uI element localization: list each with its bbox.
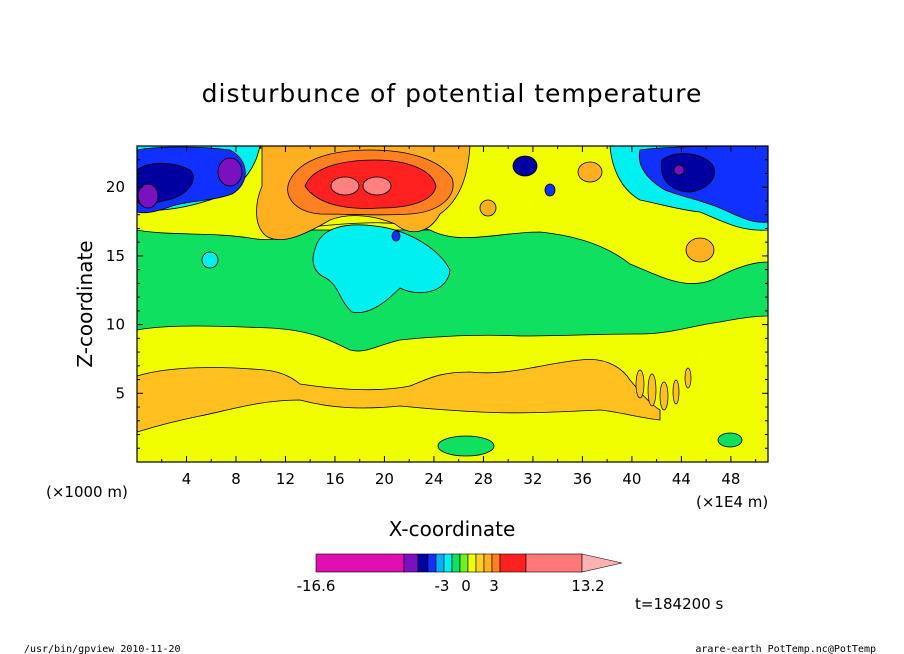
- y-tick-label: 20: [106, 178, 125, 196]
- colorbar-tick-label: 0: [461, 577, 471, 595]
- chart-title: disturbunce of potential temperature: [202, 79, 703, 108]
- x-axis: 4 8 12 16 20 24 28 32 36 40 44 48: [161, 146, 757, 488]
- footer-left: /usr/bin/gpview 2010-11-20: [24, 644, 181, 654]
- colorbar-segment: [443, 553, 453, 573]
- plot-frame: [136, 145, 769, 463]
- x-tick-label: 32: [523, 470, 542, 488]
- plot-area: [137, 146, 768, 462]
- colorbar-segment: [491, 553, 501, 573]
- x-tick-label: 40: [622, 470, 641, 488]
- cold-pool-center: [312, 224, 451, 314]
- colorbar-segment: [475, 553, 485, 573]
- y-axis-label: Z-coordinate: [73, 240, 97, 367]
- colorbar-tick-label: 3: [489, 577, 499, 595]
- warm-spot-mid2: [577, 161, 603, 183]
- colorbar: [315, 553, 623, 573]
- colorbar-segment: [499, 553, 527, 573]
- time-label: t=184200 s: [635, 595, 723, 613]
- x-tick-label: 28: [474, 470, 493, 488]
- colorbar-segment: [525, 553, 583, 573]
- green-patch-1: [437, 435, 495, 457]
- right-cold-purple: [673, 164, 685, 176]
- x-tick-label: 48: [721, 470, 740, 488]
- y-axis: 5 10 15 20: [106, 159, 768, 449]
- warm-spot-right: [685, 237, 715, 263]
- x-unit-right: (×1E4 m): [696, 493, 768, 511]
- x-tick-label: 24: [424, 470, 443, 488]
- left-cold-purple-2: [137, 183, 159, 209]
- x-tick-label: 12: [276, 470, 295, 488]
- colorbar-segment: [435, 553, 445, 573]
- x-tick-label: 44: [672, 470, 691, 488]
- lee-wave-streaks: [635, 367, 692, 411]
- x-tick-label: 4: [182, 470, 192, 488]
- colorbar-segment: [467, 553, 477, 573]
- y-tick-label: 5: [115, 384, 125, 402]
- colorbar-tick-label: 13.2: [571, 577, 604, 595]
- colorbar-arrow: [581, 553, 623, 573]
- green-patch-2: [717, 432, 743, 448]
- x-tick-label: 36: [573, 470, 592, 488]
- colorbar-segment: [459, 553, 469, 573]
- x-tick-label: 16: [325, 470, 344, 488]
- x-unit-left: (×1000 m): [46, 483, 128, 501]
- left-cold-purple: [217, 157, 243, 187]
- cyan-spot-left: [201, 251, 219, 269]
- colorbar-segment: [451, 553, 461, 573]
- colorbar-tick-label: -16.6: [297, 577, 336, 595]
- colorbar-segment: [417, 553, 429, 573]
- center-cold-spot: [391, 230, 401, 242]
- y-tick-label: 15: [106, 247, 125, 265]
- colorbar-segment: [427, 553, 437, 573]
- colorbar-ticks: -16.6 -3 0 3 13.2: [297, 577, 605, 595]
- footer-right: arare-earth_PotTemp.nc@PotTemp: [695, 644, 876, 654]
- x-tick-label: 20: [375, 470, 394, 488]
- colorbar-tick-label: -3: [435, 577, 450, 595]
- x-tick-label: 8: [231, 470, 241, 488]
- mid-cold-spot-2: [544, 183, 556, 197]
- mid-green-band: [137, 229, 768, 352]
- y-tick-label: 10: [106, 316, 125, 334]
- warm-spot-mid: [479, 199, 497, 217]
- colorbar-segment: [315, 553, 405, 573]
- colorbar-segment: [403, 553, 419, 573]
- mid-cold-spot: [512, 155, 538, 177]
- warm-core-pink-2: [362, 176, 392, 196]
- warm-core-pink-1: [330, 176, 360, 196]
- x-axis-label: X-coordinate: [389, 517, 516, 541]
- colorbar-segment: [483, 553, 493, 573]
- right-cold-core: [660, 153, 715, 193]
